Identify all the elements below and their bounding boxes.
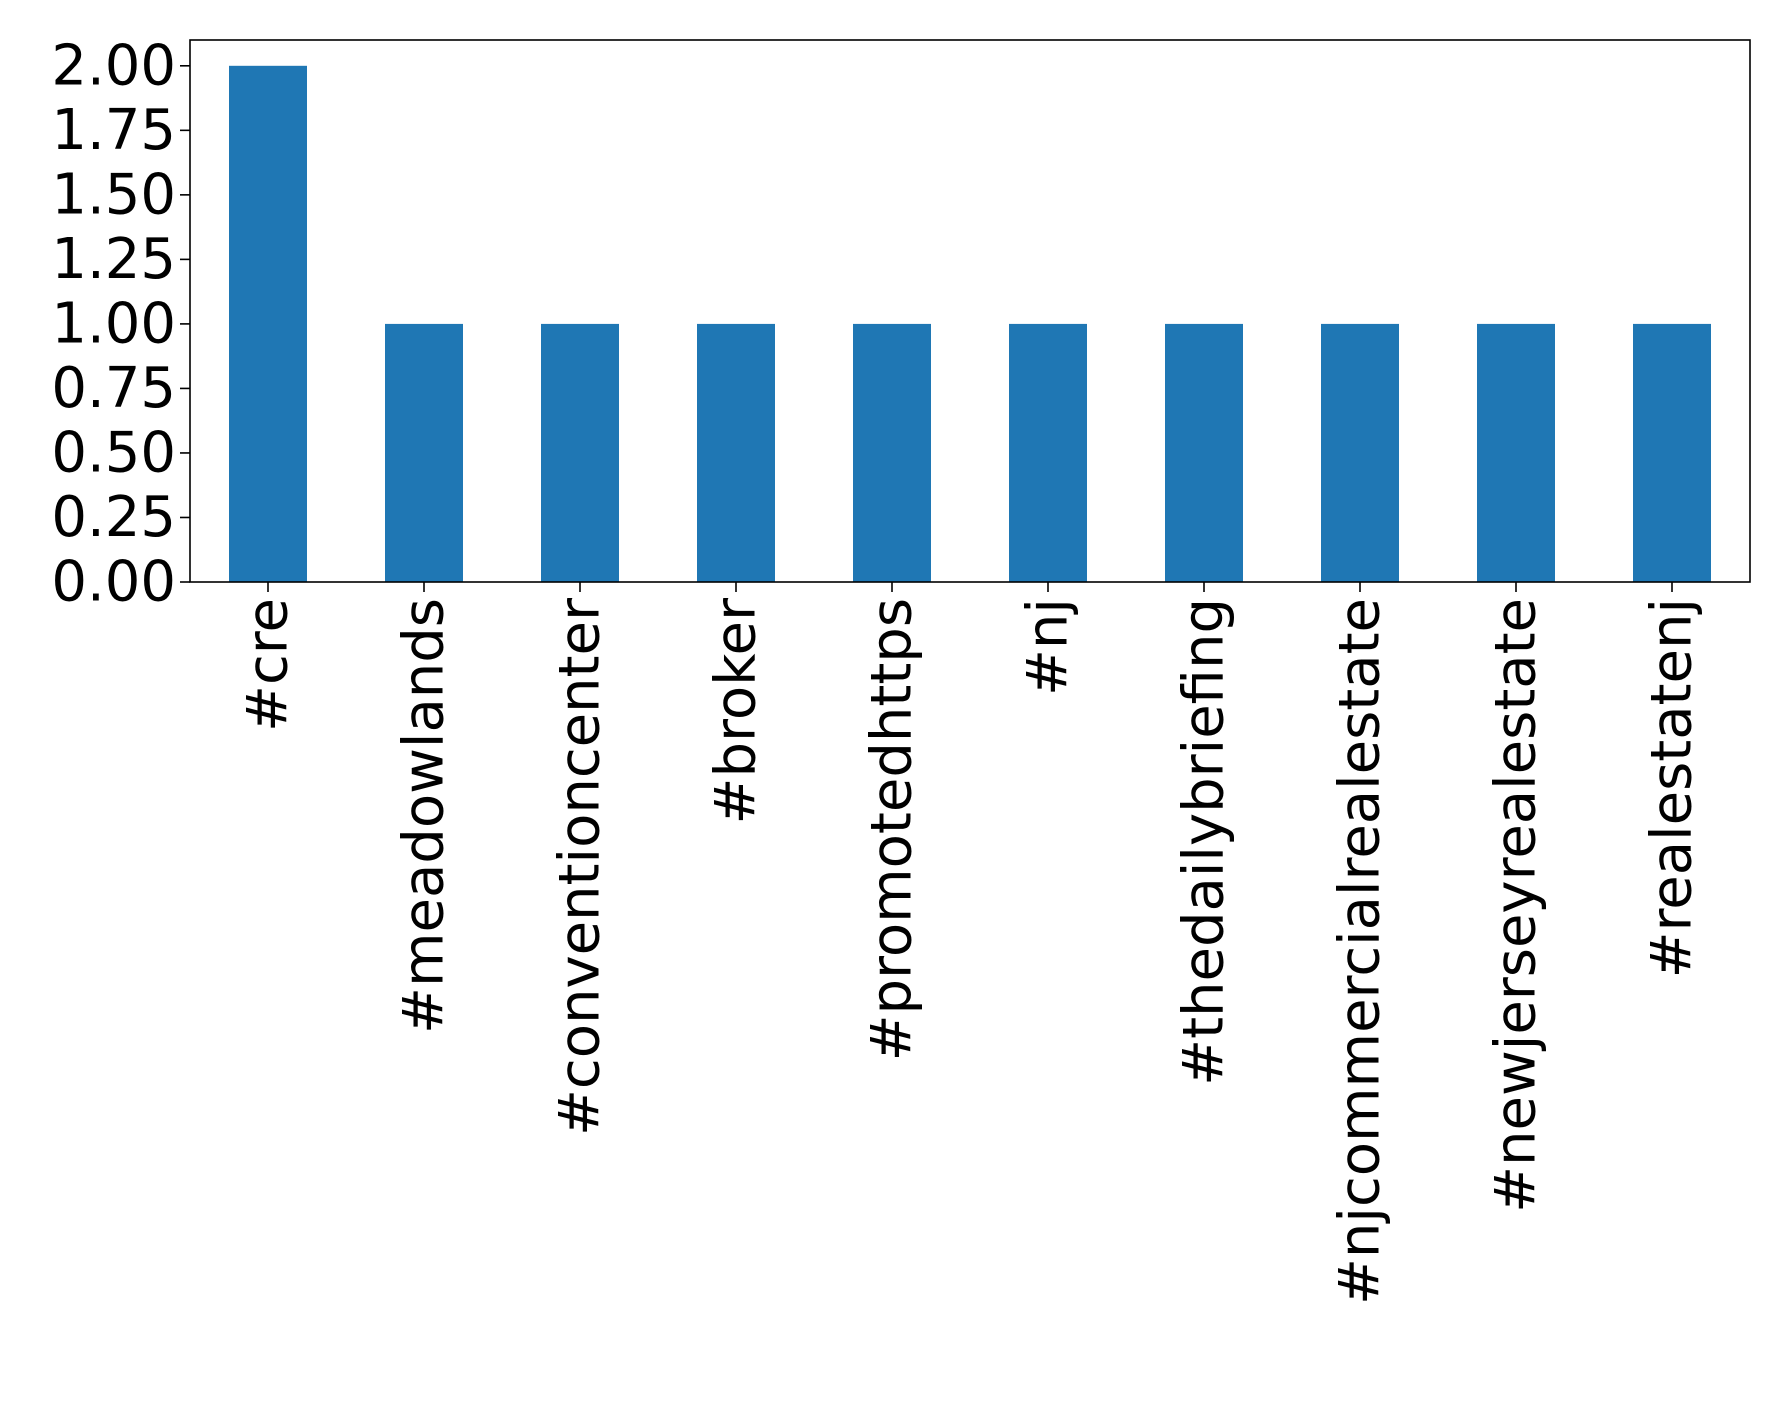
bar bbox=[1633, 323, 1711, 582]
bar bbox=[1009, 323, 1087, 582]
bar bbox=[1165, 323, 1243, 582]
x-tick-label: #conventioncenter bbox=[548, 597, 613, 1136]
x-tick-label: #newjerseyrealestate bbox=[1484, 598, 1549, 1213]
y-tick-label: 0.25 bbox=[51, 485, 176, 550]
bar bbox=[541, 323, 619, 582]
y-tick-label: 2.00 bbox=[51, 33, 176, 98]
y-tick-label: 1.25 bbox=[51, 227, 176, 292]
x-tick-label: #broker bbox=[704, 597, 769, 824]
x-tick-label: #njcommercialrealestate bbox=[1328, 598, 1393, 1305]
y-tick-label: 1.00 bbox=[51, 291, 176, 356]
bar bbox=[385, 323, 463, 582]
y-tick-label: 1.75 bbox=[51, 98, 176, 163]
bar bbox=[1321, 323, 1399, 582]
bar bbox=[229, 65, 307, 583]
y-axis: 0.000.250.500.751.001.251.501.752.00 bbox=[51, 33, 190, 615]
y-tick-label: 0.50 bbox=[51, 420, 176, 485]
x-tick-label: #realestatenj bbox=[1640, 598, 1705, 978]
x-axis: #cre #meadowlands #conventioncenter #broker… bbox=[236, 582, 1705, 1305]
plot-frame bbox=[189, 39, 1751, 583]
x-tick-label: #nj bbox=[1016, 598, 1081, 696]
y-tick-label: 1.50 bbox=[51, 162, 176, 227]
bar bbox=[1477, 323, 1555, 582]
bar bbox=[697, 323, 775, 582]
x-tick-label: #thedailybriefing bbox=[1172, 598, 1237, 1086]
y-tick-label: 0.00 bbox=[51, 550, 176, 615]
y-tick-label: 0.75 bbox=[51, 356, 176, 421]
x-tick-label: #cre bbox=[236, 598, 301, 732]
bar bbox=[853, 323, 931, 582]
x-tick-label: #promotedhttps bbox=[860, 598, 925, 1061]
x-tick-label: #meadowlands bbox=[392, 598, 457, 1034]
bars-layer bbox=[229, 65, 1711, 583]
